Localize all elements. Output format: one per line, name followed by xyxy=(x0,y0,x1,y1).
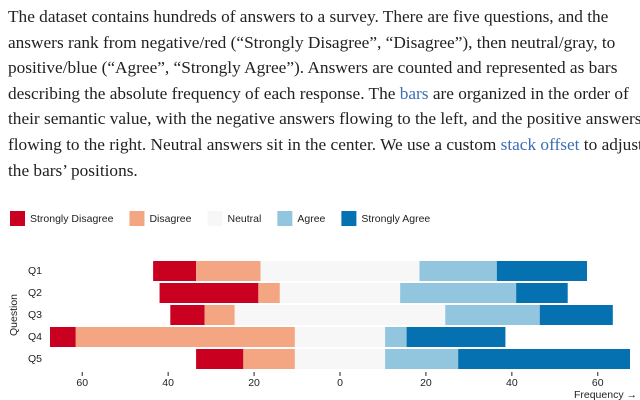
bar xyxy=(260,261,420,281)
bar xyxy=(204,305,235,325)
x-tick-label: 40 xyxy=(506,377,518,389)
bar xyxy=(75,327,295,347)
x-axis-label: Frequency → xyxy=(574,389,637,400)
bar xyxy=(406,327,506,347)
legend-label: Agree xyxy=(297,213,325,225)
x-tick-label: 0 xyxy=(337,377,343,389)
bar xyxy=(400,283,517,303)
bar xyxy=(516,283,568,303)
y-tick-label: Q5 xyxy=(28,353,42,365)
legend-label: Strongly Agree xyxy=(361,213,430,225)
bar xyxy=(50,327,76,347)
link[interactable]: stack offset xyxy=(500,134,580,154)
x-tick-label: 20 xyxy=(420,377,432,389)
y-axis-label: Question xyxy=(8,294,20,336)
chart: Question Frequency → Strongly Disagree Di… xyxy=(8,211,637,400)
description: The dataset contains hundreds of answers… xyxy=(8,4,640,183)
x-tick-label: 60 xyxy=(592,377,604,389)
bar xyxy=(243,349,295,369)
legend-swatch xyxy=(341,211,357,226)
bar xyxy=(153,261,197,281)
bar xyxy=(419,261,497,281)
bar xyxy=(496,261,588,281)
x-tick-label: 20 xyxy=(248,377,260,389)
bar xyxy=(385,349,459,369)
bar xyxy=(385,327,407,347)
legend-swatch xyxy=(277,211,293,226)
bar xyxy=(196,349,244,369)
y-tick-label: Q3 xyxy=(28,309,42,321)
bar xyxy=(458,349,630,369)
legend-label: Neutral xyxy=(228,213,262,225)
y-tick-label: Q2 xyxy=(28,287,42,299)
bar xyxy=(294,349,386,369)
legend-label: Strongly Disagree xyxy=(30,213,114,225)
bar xyxy=(294,327,386,347)
bar xyxy=(539,305,613,325)
bar xyxy=(170,305,205,325)
y-tick-label: Q4 xyxy=(28,331,42,343)
link[interactable]: bars xyxy=(399,83,429,103)
x-tick-label: 60 xyxy=(76,377,88,389)
x-tick-label: 40 xyxy=(162,377,174,389)
text-run: to adjust the bars’ positions. xyxy=(8,134,640,180)
text-run: The dataset contains hundreds of answers… xyxy=(8,7,618,103)
bar xyxy=(159,283,259,303)
legend-label: Disagree xyxy=(149,213,191,225)
bar xyxy=(279,283,401,303)
legend-swatch xyxy=(129,211,145,226)
bar xyxy=(445,305,540,325)
legend-swatch xyxy=(207,211,223,226)
legend-swatch xyxy=(10,211,25,226)
bar xyxy=(258,283,280,303)
bar xyxy=(234,305,446,325)
text-run: are organized in the order of their sema… xyxy=(8,83,640,154)
bar xyxy=(196,261,261,281)
y-tick-label: Q1 xyxy=(28,265,42,277)
